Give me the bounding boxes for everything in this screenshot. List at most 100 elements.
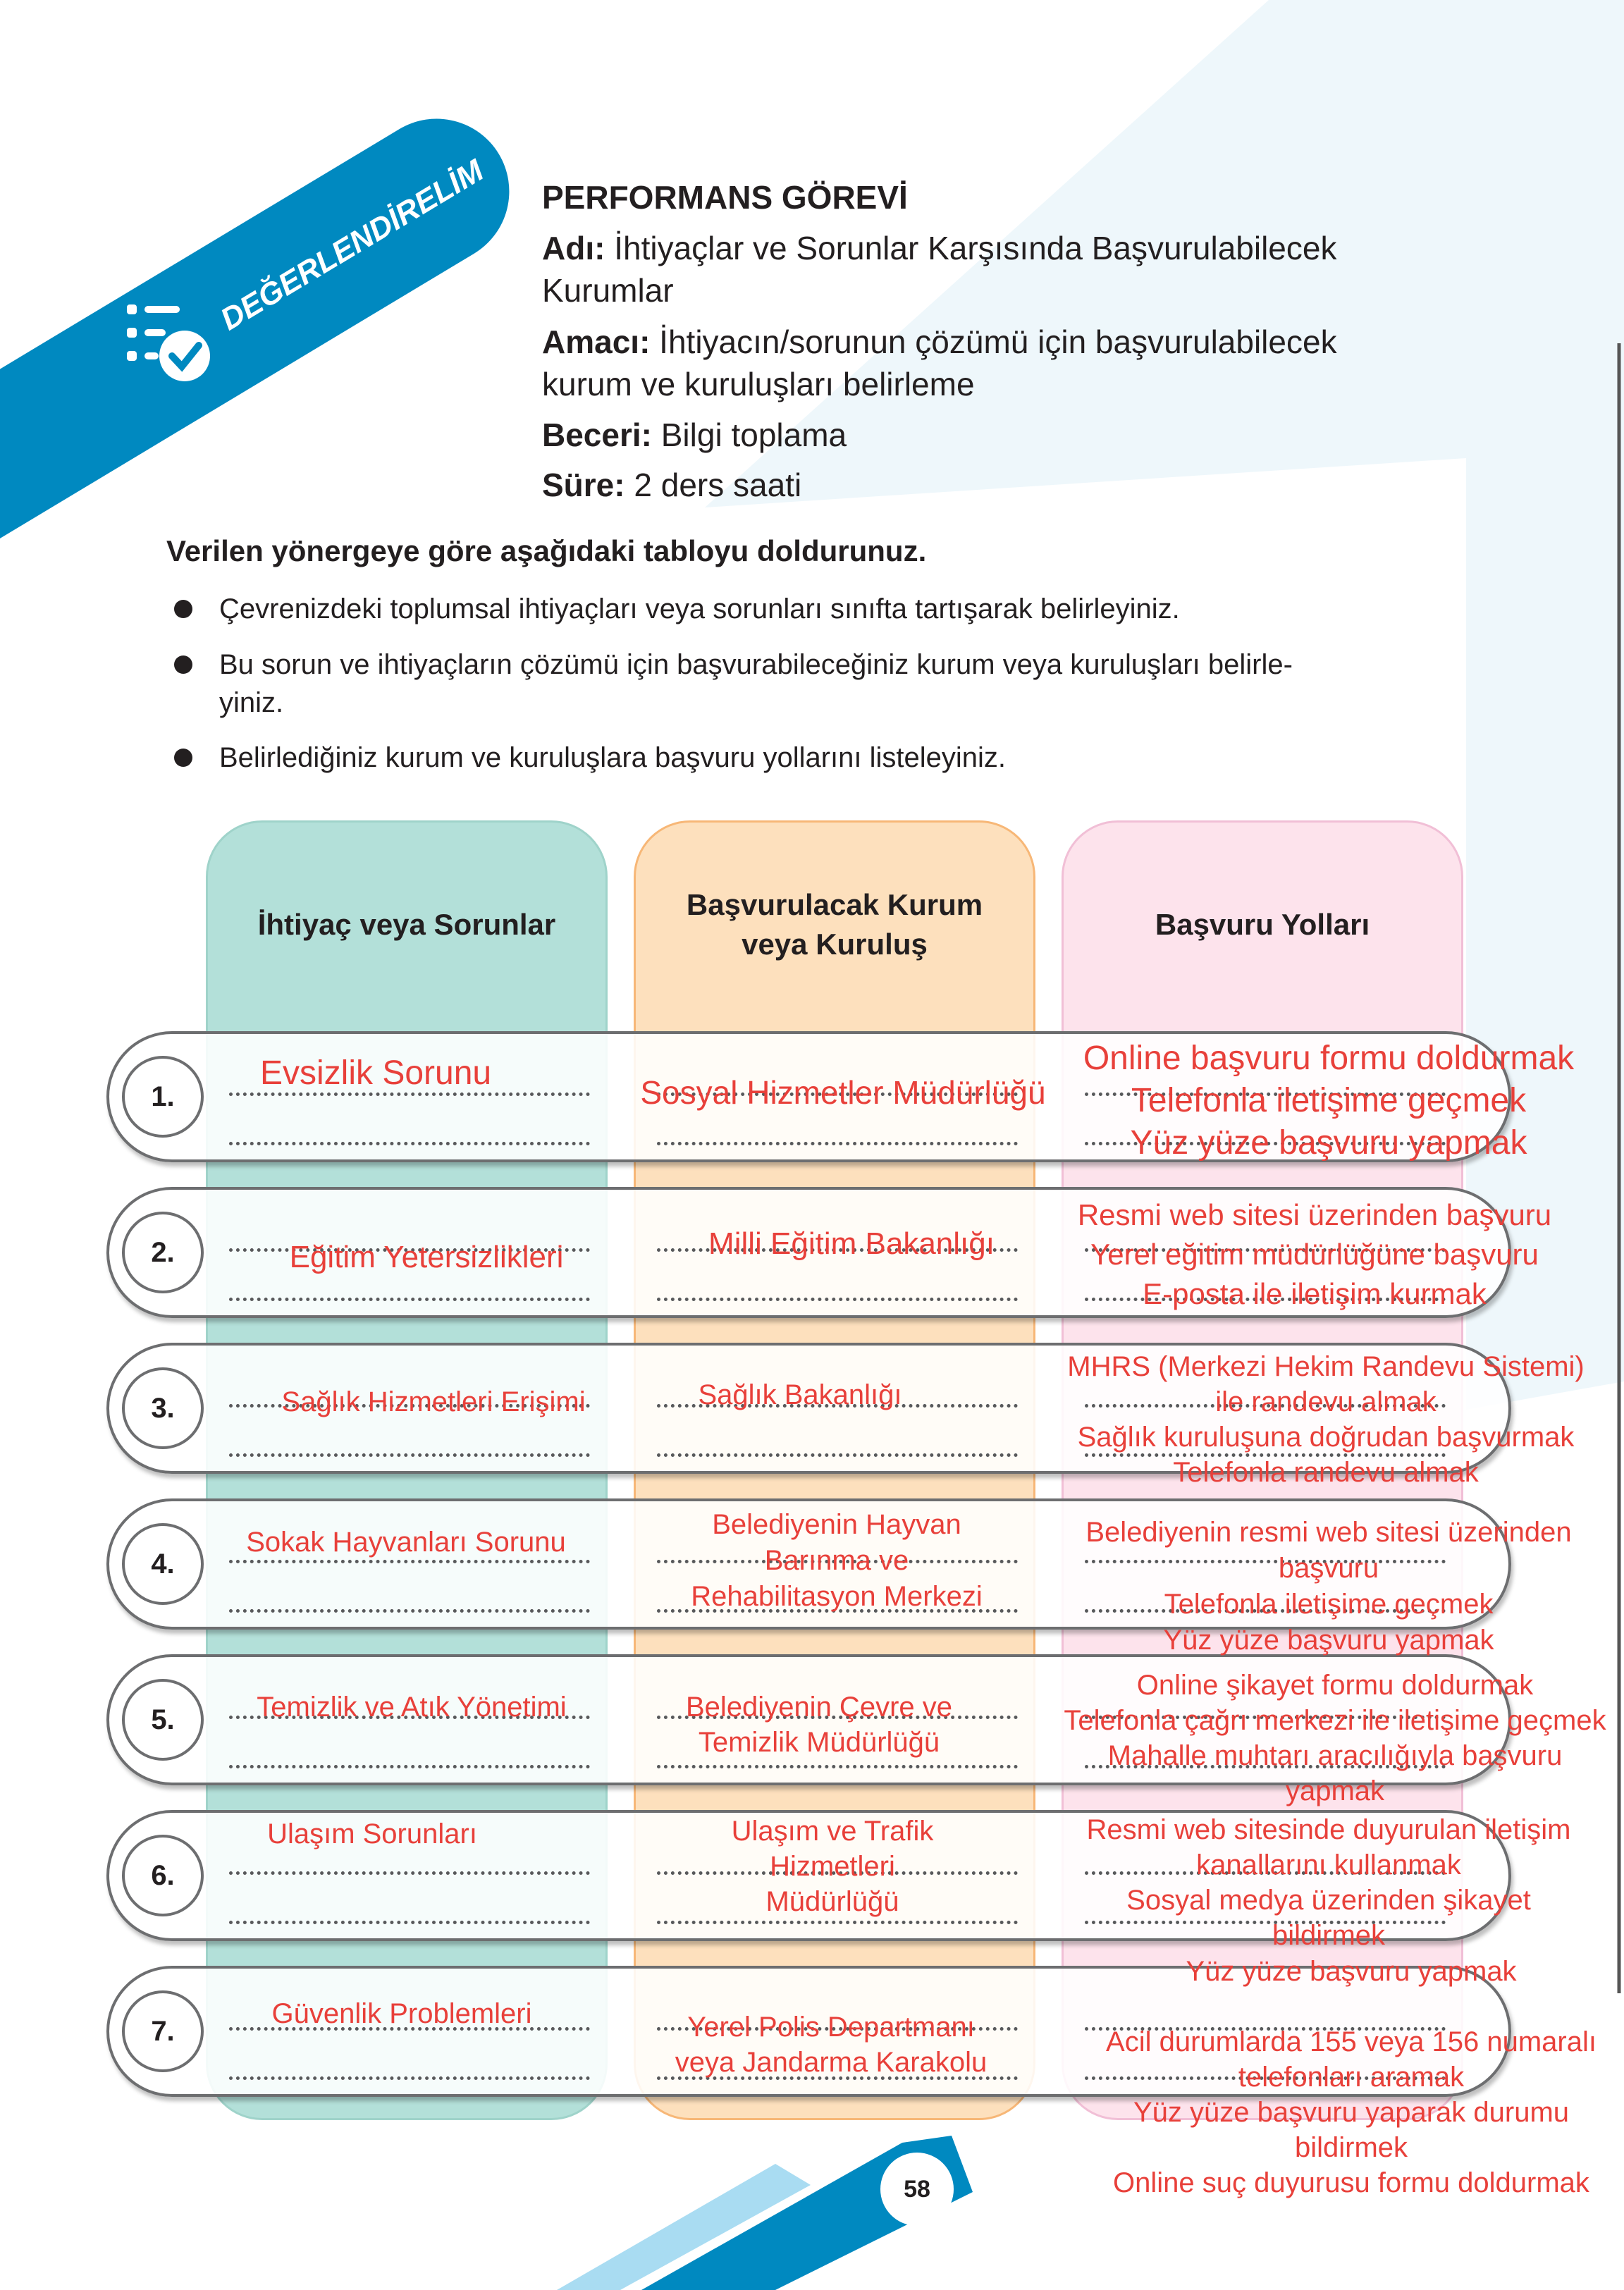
dotted-answer-line bbox=[657, 1248, 1018, 1252]
dotted-answer-line bbox=[657, 1609, 1018, 1613]
task-skill-label: Beceri: bbox=[542, 417, 652, 453]
dotted-answer-line bbox=[229, 2027, 590, 2031]
row-number: 4. bbox=[122, 1523, 204, 1605]
table-row: 3. bbox=[106, 1343, 1511, 1474]
institution-answer[interactable]: Belediyenin Hayvan Barınma ve Rehabilita… bbox=[691, 1509, 983, 1612]
task-purpose-value-2: kurum ve kuruluşları belirleme bbox=[542, 366, 975, 402]
background-light-wedge bbox=[705, 0, 1624, 1410]
dotted-answer-line bbox=[1085, 1560, 1446, 1563]
dotted-answer-line bbox=[1085, 1716, 1446, 1719]
task-skill-value: Bilgi toplama bbox=[660, 417, 847, 453]
dotted-answer-line bbox=[1085, 1871, 1446, 1875]
task-duration-value: 2 ders saati bbox=[634, 467, 802, 503]
need-answer[interactable]: Güvenlik Problemleri bbox=[271, 1998, 532, 2029]
methods-answer[interactable]: Resmi web sitesi üzerinden başvuru Yerel… bbox=[1077, 1198, 1552, 1310]
dotted-answer-line bbox=[229, 1765, 590, 1768]
task-skill: Beceri: Bilgi toplama bbox=[542, 414, 847, 456]
dotted-answer-line bbox=[1085, 2027, 1446, 2031]
dotted-answer-line bbox=[1085, 1142, 1446, 1145]
dotted-answer-line bbox=[1085, 1404, 1446, 1408]
methods-answer[interactable]: Resmi web sitesinde duyurulan iletişim k… bbox=[1086, 1814, 1571, 1951]
methods-answer[interactable]: MHRS (Merkezi Hekim Randevu Sistemi) ile… bbox=[1067, 1351, 1585, 1488]
need-answer[interactable]: Evsizlik Sorunu bbox=[260, 1054, 492, 1092]
institution-answer[interactable]: Belediyenin Çevre ve Temizlik Müdürlüğü bbox=[686, 1692, 952, 1758]
table-row: 6. bbox=[106, 1810, 1511, 1941]
column-header-institution: Başvurulacak Kurum veya Kuruluş bbox=[686, 888, 983, 961]
dotted-answer-line bbox=[229, 1404, 590, 1408]
dotted-answer-line bbox=[229, 1871, 590, 1875]
need-answer[interactable]: Ulaşım Sorunları bbox=[267, 1818, 477, 1849]
methods-answer[interactable]: Online başvuru formu doldurmak Telefonla… bbox=[1083, 1040, 1575, 1162]
institution-answer[interactable]: Yerel Polis Departmanı veya Jandarma Kar… bbox=[675, 2012, 988, 2078]
dotted-answer-line bbox=[229, 1142, 590, 1145]
dotted-answer-line bbox=[657, 1404, 1018, 1408]
dotted-answer-line bbox=[229, 1453, 590, 1457]
task-title: PERFORMANS GÖREVİ bbox=[542, 179, 908, 216]
dotted-answer-line bbox=[1085, 1092, 1446, 1096]
dotted-answer-line bbox=[657, 1560, 1018, 1563]
instruction-bullet: Çevrenizdeki toplumsal ihtiyaçları veya … bbox=[219, 593, 1180, 624]
task-name: Adı: İhtiyaçlar ve Sorunlar Karşısında B… bbox=[542, 227, 1336, 269]
need-answer[interactable]: Temizlik ve Atık Yönetimi bbox=[257, 1692, 567, 1723]
need-answer[interactable]: Sağlık Hizmetleri Erişimi bbox=[281, 1386, 586, 1417]
table-row: 5. bbox=[106, 1654, 1511, 1785]
task-purpose-value: İhtiyacın/sorunun çözümü için başvurulab… bbox=[659, 324, 1337, 360]
dotted-answer-line bbox=[1085, 2076, 1446, 2080]
dotted-answer-line bbox=[657, 2027, 1018, 2031]
dotted-answer-line bbox=[229, 1609, 590, 1613]
task-name-label: Adı: bbox=[542, 230, 605, 266]
page-number: 58 bbox=[880, 2153, 954, 2226]
dotted-answer-line bbox=[1085, 1298, 1446, 1301]
methods-answer[interactable]: Yüz yüze başvuru yapmak Acil durumlarda … bbox=[1106, 1956, 1597, 2198]
dotted-answer-line bbox=[1085, 1921, 1446, 1924]
table-row: 2. bbox=[106, 1187, 1511, 1318]
dotted-answer-line bbox=[229, 1716, 590, 1719]
dotted-answer-line bbox=[657, 1716, 1018, 1719]
column-header-needs: İhtiyaç veya Sorunlar bbox=[257, 908, 556, 941]
instruction-bullet: Belirlediğiniz kurum ve kuruluşlara başv… bbox=[219, 742, 1007, 773]
row-number: 2. bbox=[122, 1212, 204, 1293]
task-purpose: Amacı: İhtiyacın/sorunun çözümü için baş… bbox=[542, 321, 1337, 363]
instruction-bullet: Bu sorun ve ihtiyaçların çözümü için baş… bbox=[219, 649, 1293, 718]
dotted-answer-line bbox=[657, 1142, 1018, 1145]
dotted-answer-line bbox=[657, 1298, 1018, 1301]
table-row: 7. bbox=[106, 1966, 1511, 2097]
task-name-value: İhtiyaçlar ve Sorunlar Karşısında Başvur… bbox=[614, 230, 1337, 266]
task-duration-label: Süre: bbox=[542, 467, 625, 503]
bullet-icon bbox=[174, 655, 192, 674]
dotted-answer-line bbox=[229, 1092, 590, 1096]
dotted-answer-line bbox=[229, 1560, 590, 1563]
task-name-value-2: Kurumlar bbox=[542, 272, 674, 309]
institution-answer[interactable]: Ulaşım ve Trafik Hizmetleri Müdürlüğü bbox=[731, 1816, 934, 1917]
dotted-answer-line bbox=[229, 2076, 590, 2080]
dotted-answer-line bbox=[657, 1453, 1018, 1457]
row-number: 1. bbox=[122, 1056, 204, 1138]
row-number: 5. bbox=[122, 1679, 204, 1761]
institution-answer[interactable]: Sağlık Bakanlığı bbox=[698, 1379, 902, 1410]
dotted-answer-line bbox=[657, 1871, 1018, 1875]
task-purpose-label: Amacı: bbox=[542, 324, 651, 360]
table-row: 4. bbox=[106, 1498, 1511, 1630]
dotted-answer-line bbox=[229, 1921, 590, 1924]
institution-answer[interactable]: Milli Eğitim Bakanlığı bbox=[708, 1226, 995, 1261]
need-answer[interactable]: Eğitim Yetersizlikleri bbox=[289, 1240, 564, 1274]
bullet-icon bbox=[174, 749, 192, 767]
instructions-heading: Verilen yönergeye göre aşağıdaki tabloyu… bbox=[166, 534, 927, 567]
table-row: 1. bbox=[106, 1031, 1511, 1162]
row-number: 7. bbox=[122, 1990, 204, 2072]
dotted-answer-line bbox=[657, 1765, 1018, 1768]
methods-answer[interactable]: Belediyenin resmi web sitesi üzerinden b… bbox=[1085, 1517, 1572, 1656]
banner: DEĞERLENDİRELİM bbox=[0, 118, 510, 698]
row-number: 3. bbox=[122, 1367, 204, 1449]
dotted-answer-line bbox=[229, 1298, 590, 1301]
bullet-icon bbox=[174, 600, 192, 618]
institution-answer[interactable]: Sosyal Hizmetler Müdürlüğü bbox=[640, 1074, 1046, 1111]
task-duration: Süre: 2 ders saati bbox=[542, 464, 801, 506]
column-header-methods: Başvuru Yolları bbox=[1155, 908, 1370, 941]
need-answer[interactable]: Sokak Hayvanları Sorunu bbox=[246, 1527, 566, 1558]
dotted-answer-line bbox=[229, 1248, 590, 1252]
methods-answer[interactable]: Online şikayet formu doldurmak Telefonla… bbox=[1064, 1670, 1606, 1806]
checklist-icon bbox=[127, 304, 210, 381]
dotted-answer-line bbox=[1085, 1765, 1446, 1768]
